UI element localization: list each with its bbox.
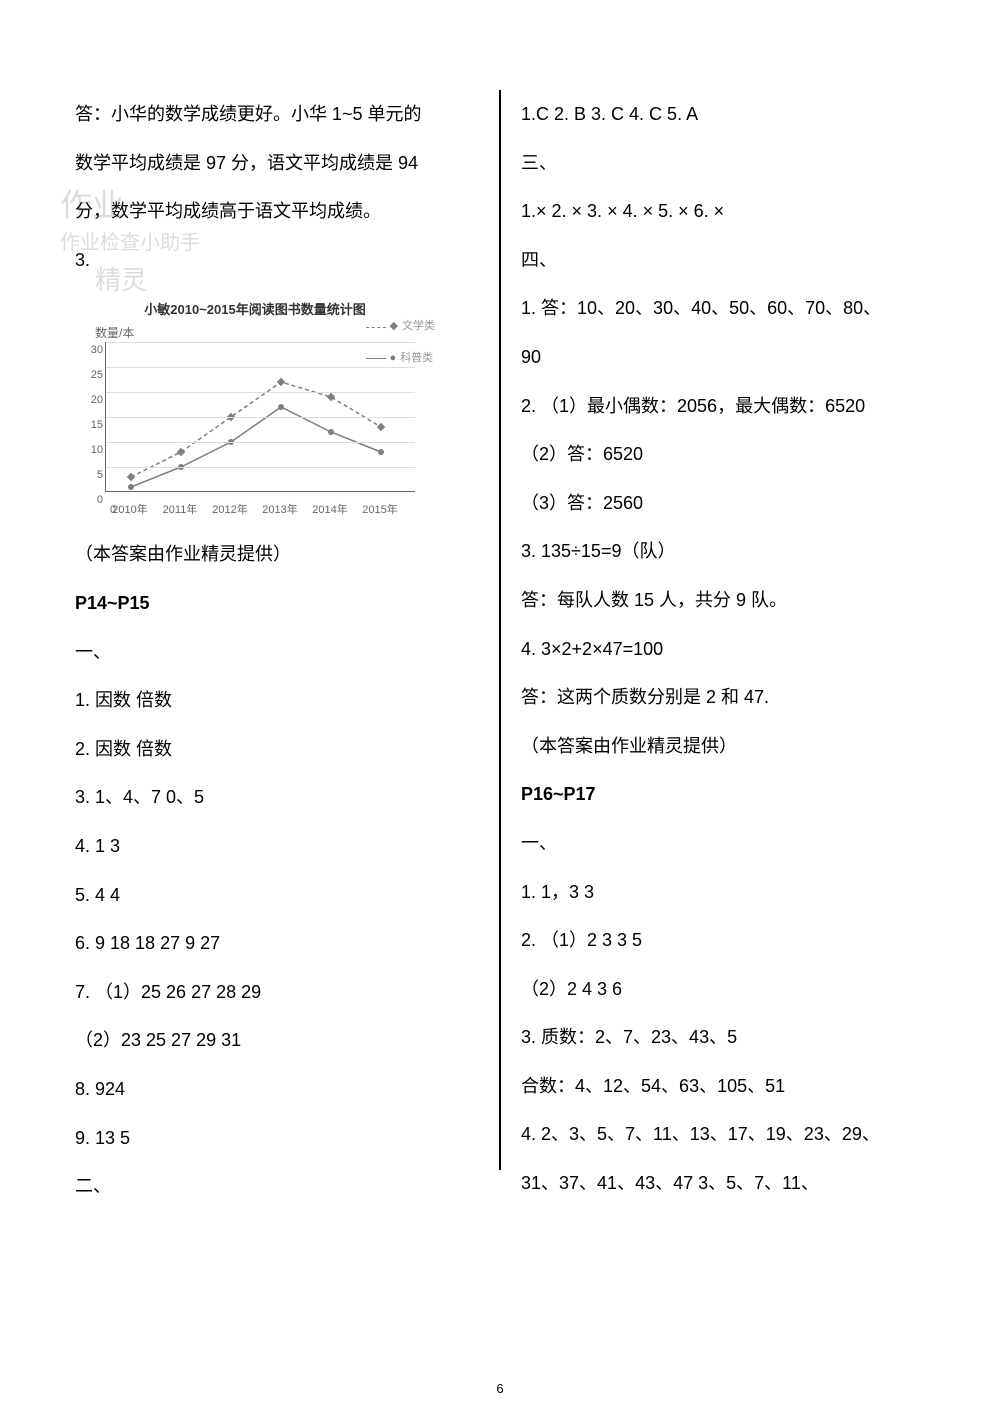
heading-4: 四、 — [521, 236, 925, 285]
item-4-1b: 90 — [521, 333, 925, 382]
reading-chart: 小敏2010~2015年阅读图书数量统计图 数量/本 ◆ 文学类 ● 科普类 0… — [75, 292, 435, 522]
answers-3: 1.× 2. × 3. × 4. × 5. × 6. × — [521, 187, 925, 236]
item-1-1: 1. 因数 倍数 — [75, 676, 479, 725]
chart-plot-area — [105, 342, 415, 492]
section-p16-p17: P16~P17 — [521, 770, 925, 819]
right-column: 1.C 2. B 3. C 4. C 5. A 三、 1.× 2. × 3. ×… — [501, 90, 925, 1340]
item-1-8: 8. 924 — [75, 1065, 479, 1114]
item-5-4b: 31、37、41、43、47 3、5、7、11、 — [521, 1159, 925, 1208]
content-columns: 答：小华的数学成绩更好。小华 1~5 单元的 数学平均成绩是 97 分，语文平均… — [75, 90, 925, 1340]
legend-item-1: ◆ 文学类 — [366, 312, 435, 342]
answer-line-2: 数学平均成绩是 97 分，语文平均成绩是 94 — [75, 139, 479, 188]
answer-line-3: 分，数学平均成绩高于语文平均成绩。 — [75, 187, 479, 236]
question-3: 3. — [75, 236, 479, 285]
item-5-3b: 合数：4、12、54、63、105、51 — [521, 1062, 925, 1111]
item-4-2c: （3）答：2560 — [521, 479, 925, 528]
item-5-1: 1. 1，3 3 — [521, 868, 925, 917]
item-4-2b: （2）答：6520 — [521, 430, 925, 479]
legend-dash-icon — [366, 327, 386, 328]
item-1-5: 5. 4 4 — [75, 871, 479, 920]
heading-1: 一、 — [75, 628, 479, 677]
item-1-7b: （2）23 25 27 29 31 — [75, 1016, 479, 1065]
left-column: 答：小华的数学成绩更好。小华 1~5 单元的 数学平均成绩是 97 分，语文平均… — [75, 90, 499, 1340]
item-1-4: 4. 1 3 — [75, 822, 479, 871]
item-1-2: 2. 因数 倍数 — [75, 725, 479, 774]
section-p14-p15: P14~P15 — [75, 579, 479, 628]
item-1-6: 6. 9 18 18 27 9 27 — [75, 919, 479, 968]
item-4-1: 1. 答：10、20、30、40、50、60、70、80、 — [521, 284, 925, 333]
heading-5: 一、 — [521, 819, 925, 868]
credit-2: （本答案由作业精灵提供） — [521, 722, 925, 771]
heading-2: 二、 — [75, 1162, 479, 1211]
item-4-3b: 答：每队人数 15 人，共分 9 队。 — [521, 576, 925, 625]
credit-1: （本答案由作业精灵提供） — [75, 530, 479, 579]
item-4-2: 2. （1）最小偶数：2056，最大偶数：6520 — [521, 382, 925, 431]
item-5-4: 4. 2、3、5、7、11、13、17、19、23、29、 — [521, 1110, 925, 1159]
item-5-2b: （2）2 4 3 6 — [521, 965, 925, 1014]
page-number: 6 — [496, 1381, 503, 1396]
legend-label-1: 文学类 — [402, 312, 435, 342]
answer-line-1: 答：小华的数学成绩更好。小华 1~5 单元的 — [75, 90, 479, 139]
item-4-4: 4. 3×2+2×47=100 — [521, 625, 925, 674]
item-4-3: 3. 135÷15=9（队） — [521, 527, 925, 576]
item-4-4b: 答：这两个质数分别是 2 和 47. — [521, 673, 925, 722]
item-1-7: 7. （1）25 26 27 28 29 — [75, 968, 479, 1017]
answers-2: 1.C 2. B 3. C 4. C 5. A — [521, 90, 925, 139]
item-1-3: 3. 1、4、7 0、5 — [75, 773, 479, 822]
heading-3: 三、 — [521, 139, 925, 188]
item-5-2: 2. （1）2 3 3 5 — [521, 916, 925, 965]
item-5-3: 3. 质数：2、7、23、43、5 — [521, 1013, 925, 1062]
item-1-9: 9. 13 5 — [75, 1114, 479, 1163]
